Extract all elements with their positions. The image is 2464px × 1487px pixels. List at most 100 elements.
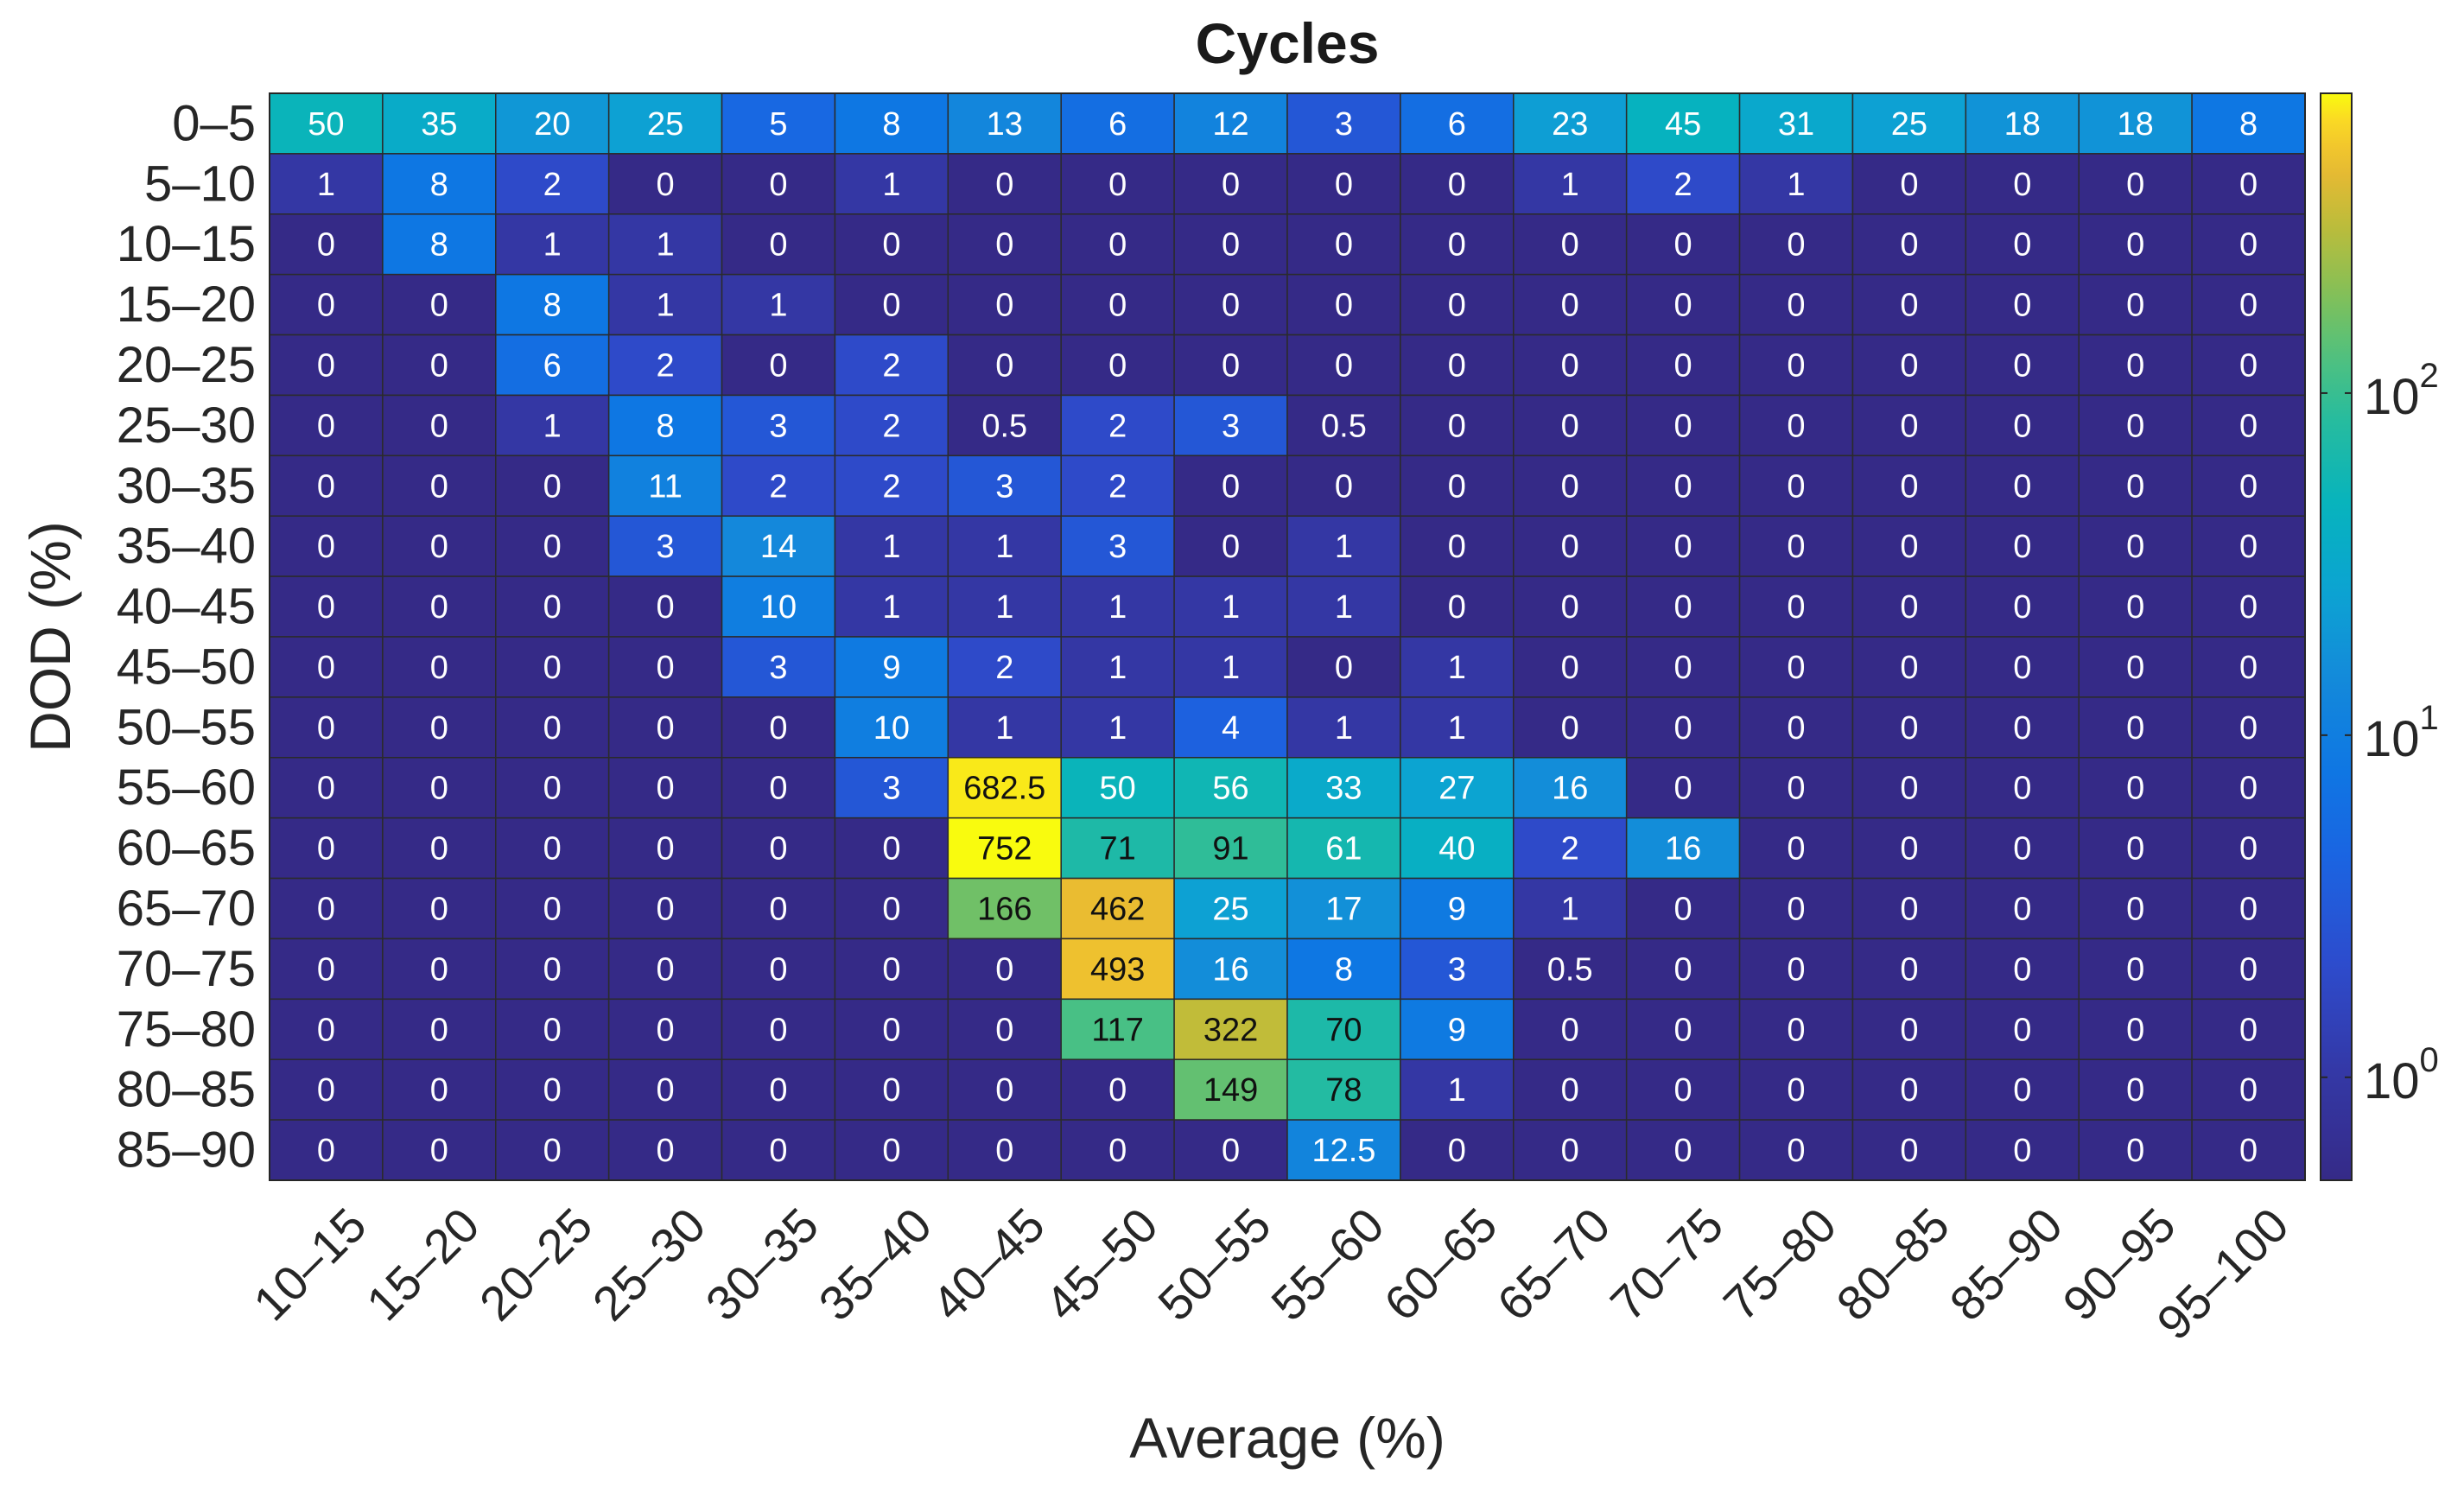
- heatmap-cell: [1400, 334, 1515, 397]
- heatmap-cell: [1738, 273, 1854, 336]
- heatmap-cell: [1738, 998, 1854, 1060]
- cell-value-label: 0: [882, 951, 900, 988]
- heatmap-cell: [382, 575, 497, 638]
- cell-value-label: 0: [1900, 468, 1918, 505]
- heatmap-cell: [382, 998, 497, 1060]
- cell-value-label: 0: [2013, 892, 2031, 928]
- cell-value-label: 0: [2126, 1133, 2144, 1169]
- cell-value-label: 61: [1325, 831, 1362, 867]
- cell-value-label: 2: [1674, 167, 1692, 203]
- heatmap-cell: [1060, 1058, 1175, 1121]
- cell-value-label: 0: [317, 1012, 335, 1048]
- heatmap-cell: [269, 696, 384, 759]
- cell-value-label: 1: [882, 529, 900, 565]
- cell-value-label: 0: [2239, 468, 2258, 505]
- heatmap-cell: [1286, 817, 1401, 880]
- cell-value-label: 3: [882, 771, 900, 807]
- cell-value-label: 0: [2013, 167, 2031, 203]
- heatmap-cell: [1173, 757, 1288, 819]
- cell-value-label: 0: [2239, 408, 2258, 444]
- cell-value-label: 1: [995, 529, 1013, 565]
- cell-value-label: 0: [769, 167, 787, 203]
- x-tick-label: 35–40: [808, 1198, 942, 1331]
- heatmap-cell: [382, 877, 497, 940]
- cell-value-label: 0: [1787, 288, 1805, 324]
- cell-value-label: 0: [995, 348, 1013, 384]
- heatmap-cell: [1965, 454, 2080, 517]
- heatmap-cell: [2078, 394, 2193, 457]
- heatmap-cell: [1851, 454, 1967, 517]
- heatmap-cell: [1625, 696, 1741, 759]
- colorbar-tick-label: 101: [2364, 699, 2439, 767]
- cell-value-label: 0: [769, 951, 787, 988]
- cell-value-label: 0: [1787, 892, 1805, 928]
- heatmap-cell: [1400, 575, 1515, 638]
- cell-value-label: 0: [430, 831, 448, 867]
- heatmap-cell: [721, 998, 836, 1060]
- heatmap-cell: [1173, 394, 1288, 457]
- heatmap-cell: [495, 877, 610, 940]
- cell-value-label: 0: [1674, 710, 1692, 747]
- heatmap-cell: [834, 636, 949, 698]
- cell-value-label: 0: [1448, 408, 1466, 444]
- cell-value-label: 322: [1203, 1012, 1258, 1048]
- cell-value-label: 3: [769, 408, 787, 444]
- heatmap-cell: [1513, 877, 1628, 940]
- heatmap-cell: [269, 1058, 384, 1121]
- cell-value-label: 9: [882, 650, 900, 686]
- cell-value-label: 0: [769, 710, 787, 747]
- heatmap-cell: [1173, 213, 1288, 276]
- cell-value-label: 0: [657, 1012, 675, 1048]
- heatmap-cell: [2078, 213, 2193, 276]
- heatmap-cell: [382, 696, 497, 759]
- heatmap-cell: [1400, 998, 1515, 1060]
- cell-value-label: 149: [1203, 1072, 1258, 1109]
- cell-value-label: 0: [430, 710, 448, 747]
- cell-value-label: 0: [1448, 167, 1466, 203]
- colorbar-gradient: [2320, 92, 2353, 1181]
- cell-value-label: 2: [1561, 831, 1579, 867]
- heatmap-cell: [1286, 153, 1401, 215]
- cell-value-label: 0: [1787, 529, 1805, 565]
- colorbar-tick-label: 102: [2364, 357, 2439, 425]
- cell-value-label: 0: [430, 951, 448, 988]
- heatmap-cell: [1965, 1119, 2080, 1181]
- cell-value-label: 0: [2013, 227, 2031, 264]
- y-tick-label: 10–15: [117, 216, 256, 272]
- cell-value-label: 752: [977, 831, 1032, 867]
- heatmap-cell: [1513, 1058, 1628, 1121]
- cell-value-label: 0: [2013, 348, 2031, 384]
- cell-value-label: 6: [543, 348, 562, 384]
- heatmap-cell: [1513, 937, 1628, 1001]
- heatmap-cell: [382, 153, 497, 215]
- heatmap-cell: [1625, 153, 1741, 215]
- heatmap-cell: [1738, 394, 1854, 457]
- cell-value-label: 27: [1438, 771, 1475, 807]
- cell-value-label: 0: [1787, 831, 1805, 867]
- heatmap-cell: [1286, 1119, 1401, 1181]
- heatmap-cell: [1513, 394, 1628, 457]
- heatmap-cell: [1173, 937, 1288, 1001]
- cell-value-label: 40: [1438, 831, 1475, 867]
- cell-value-label: 0: [1674, 529, 1692, 565]
- cell-value-label: 0: [1561, 288, 1579, 324]
- cell-value-label: 0: [1900, 1133, 1918, 1169]
- heatmap-cell: [1286, 213, 1401, 276]
- cell-value-label: 0: [1787, 227, 1805, 264]
- heatmap-cell: [1400, 757, 1515, 819]
- cell-value-label: 0: [2013, 288, 2031, 324]
- heatmap-cell: [1738, 1058, 1854, 1121]
- cell-value-label: 0: [1900, 589, 1918, 626]
- y-tick-label: 40–45: [117, 579, 256, 635]
- cell-value-label: 0: [2239, 589, 2258, 626]
- heatmap-cell: [607, 153, 723, 215]
- heatmap-cell: [947, 454, 1062, 517]
- cell-value-label: 0: [2239, 167, 2258, 203]
- heatmap-cell: [1513, 92, 1628, 155]
- heatmap-cell: [947, 153, 1062, 215]
- heatmap-cell: [1400, 1119, 1515, 1181]
- heatmap-cell: [1400, 937, 1515, 1001]
- heatmap-cell: [834, 757, 949, 819]
- cell-value-label: 1: [317, 167, 335, 203]
